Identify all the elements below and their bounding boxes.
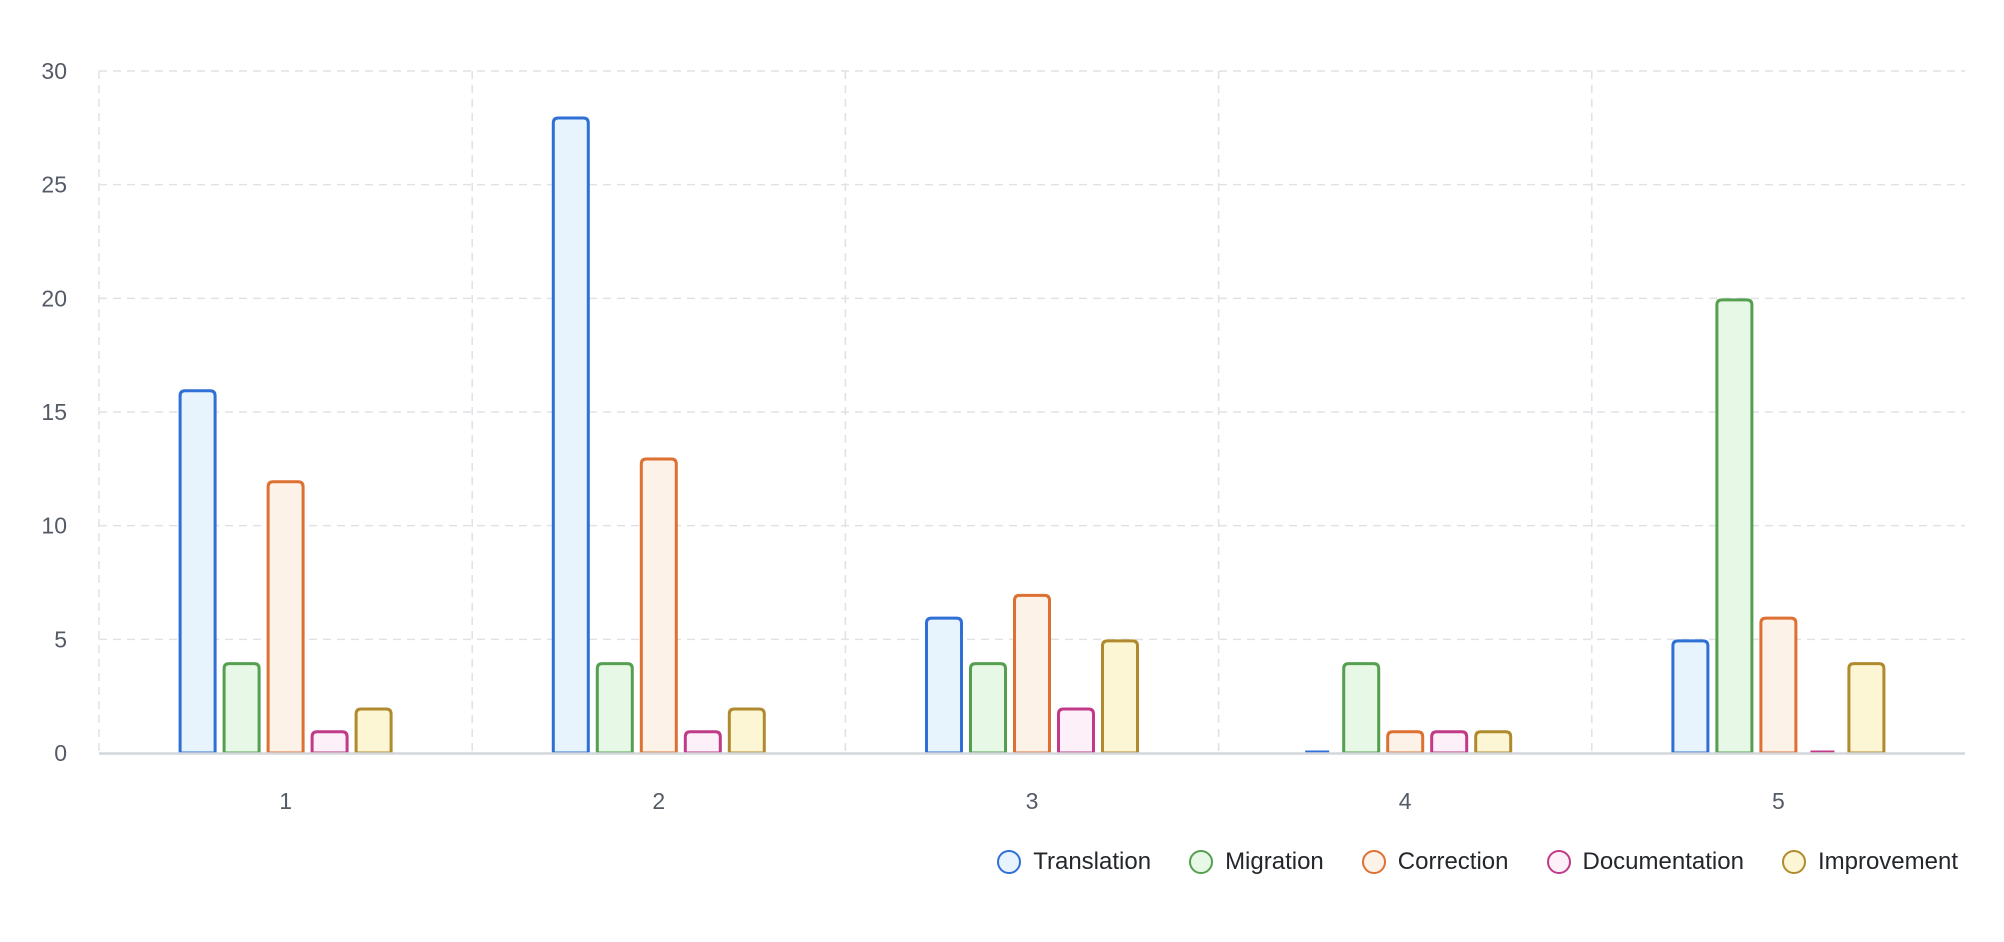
legend-circle-icon <box>1546 850 1571 874</box>
bar-documentation[interactable] <box>683 730 722 755</box>
legend-label: Improvement <box>1817 848 1958 875</box>
bar-documentation[interactable] <box>1810 750 1835 754</box>
bar-translation[interactable] <box>551 116 590 755</box>
bar-group-1 <box>178 389 393 755</box>
legend-circle-icon <box>1189 850 1214 874</box>
bar-translation[interactable] <box>1671 639 1710 755</box>
bar-improvement[interactable] <box>1101 639 1139 755</box>
bar-migration[interactable] <box>1715 298 1754 755</box>
bar-improvement[interactable] <box>1474 730 1513 755</box>
legend-item-migration[interactable]: Migration <box>1189 848 1324 876</box>
bar-correction[interactable] <box>1759 616 1798 755</box>
y-tick-label: 30 <box>41 58 67 84</box>
x-tick-label: 1 <box>279 788 292 814</box>
grid-lines <box>98 70 1965 753</box>
bar-improvement[interactable] <box>1847 662 1886 755</box>
legend-item-correction[interactable]: Correction <box>1361 848 1509 876</box>
bar-correction[interactable] <box>266 480 305 755</box>
bar-migration[interactable] <box>222 662 261 755</box>
legend-circle-icon <box>1361 850 1386 874</box>
x-tick-label: 4 <box>1399 788 1412 814</box>
legend: Translation Migration Correction Documentat… <box>959 848 1958 876</box>
legend-item-documentation[interactable]: Documentation <box>1546 848 1744 876</box>
bar-group-4 <box>1305 662 1513 755</box>
x-axis: 1 2 3 4 5 <box>99 752 1965 814</box>
bar-group-2 <box>551 116 766 755</box>
y-tick-label: 15 <box>41 399 67 425</box>
legend-label: Migration <box>1225 848 1324 875</box>
y-tick-label: 10 <box>41 513 67 539</box>
y-tick-label: 25 <box>41 172 67 198</box>
x-tick-label: 5 <box>1772 788 1785 814</box>
bar-correction[interactable] <box>1013 593 1051 755</box>
bar-documentation[interactable] <box>1430 730 1469 755</box>
bar-documentation[interactable] <box>310 730 349 755</box>
y-tick-label: 5 <box>54 626 67 652</box>
bar-group-3 <box>925 593 1139 755</box>
bar-translation[interactable] <box>1305 750 1330 754</box>
bar-migration[interactable] <box>969 662 1007 755</box>
x-tick-label: 2 <box>652 788 665 814</box>
legend-circle-icon <box>1781 850 1806 874</box>
legend-item-translation[interactable]: Translation <box>997 848 1151 876</box>
legend-label: Documentation <box>1582 848 1744 875</box>
bar-migration[interactable] <box>595 662 634 755</box>
bar-improvement[interactable] <box>727 707 766 755</box>
bar-documentation[interactable] <box>1057 707 1095 755</box>
bar-translation[interactable] <box>178 389 217 755</box>
y-tick-label: 0 <box>54 740 67 766</box>
x-tick-label: 3 <box>1026 788 1039 814</box>
bar-group-5 <box>1671 298 1886 755</box>
bar-correction[interactable] <box>639 457 678 755</box>
legend-circle-icon <box>997 850 1022 874</box>
bar-correction[interactable] <box>1386 730 1425 755</box>
legend-label: Correction <box>1397 848 1509 875</box>
legend-item-improvement[interactable]: Improvement <box>1781 848 1958 876</box>
y-axis: 0 5 10 15 20 25 30 <box>41 58 67 766</box>
bar-series <box>178 116 1886 755</box>
y-tick-label: 20 <box>41 285 67 311</box>
legend-label: Translation <box>1033 848 1152 875</box>
bar-improvement[interactable] <box>354 707 393 755</box>
bar-translation[interactable] <box>925 616 963 755</box>
bar-migration[interactable] <box>1342 662 1381 755</box>
